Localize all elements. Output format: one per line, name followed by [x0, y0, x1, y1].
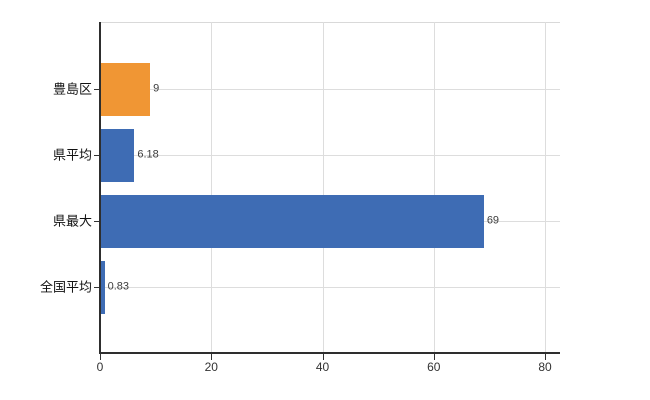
vertical-gridline [322, 22, 324, 353]
x-axis-tick [322, 354, 324, 360]
y-axis-tick [94, 89, 100, 90]
x-axis-tick [433, 354, 435, 360]
vertical-gridline [433, 22, 435, 353]
x-tick-label: 40 [315, 360, 330, 374]
vertical-gridline [211, 22, 213, 353]
x-tick-label: 80 [538, 360, 552, 374]
bar-value-label: 0.83 [107, 280, 130, 293]
category-label-豊島区: 豊島区 [52, 81, 92, 97]
y-axis-tick [94, 221, 100, 222]
bar-全国平均 [100, 260, 105, 314]
y-axis-line [99, 22, 101, 354]
horizontal-gridline [100, 155, 560, 156]
x-axis-line [99, 352, 560, 354]
x-tick-label: 20 [204, 360, 218, 374]
x-axis-tick [100, 354, 101, 360]
bar-value-label: 9 [153, 82, 160, 95]
x-tick-label: 0 [96, 360, 104, 374]
bar-value-label: 69 [486, 214, 500, 227]
category-label-県平均: 県平均 [52, 147, 92, 163]
x-axis-tick [211, 354, 213, 360]
horizontal-gridline [100, 89, 560, 90]
bar-県平均 [100, 128, 135, 182]
category-label-県最大: 県最大 [52, 213, 92, 229]
x-axis-tick [545, 354, 546, 360]
bar-豊島区 [100, 62, 151, 116]
plot-top-border [100, 22, 560, 23]
y-axis-tick [94, 287, 100, 288]
x-tick-label: 60 [427, 360, 441, 374]
bar-県最大 [100, 194, 484, 248]
vertical-gridline [545, 22, 546, 353]
horizontal-gridline [100, 287, 560, 288]
y-axis-tick [94, 155, 100, 156]
category-label-全国平均: 全国平均 [39, 279, 92, 295]
bar-value-label: 6.18 [137, 148, 159, 161]
